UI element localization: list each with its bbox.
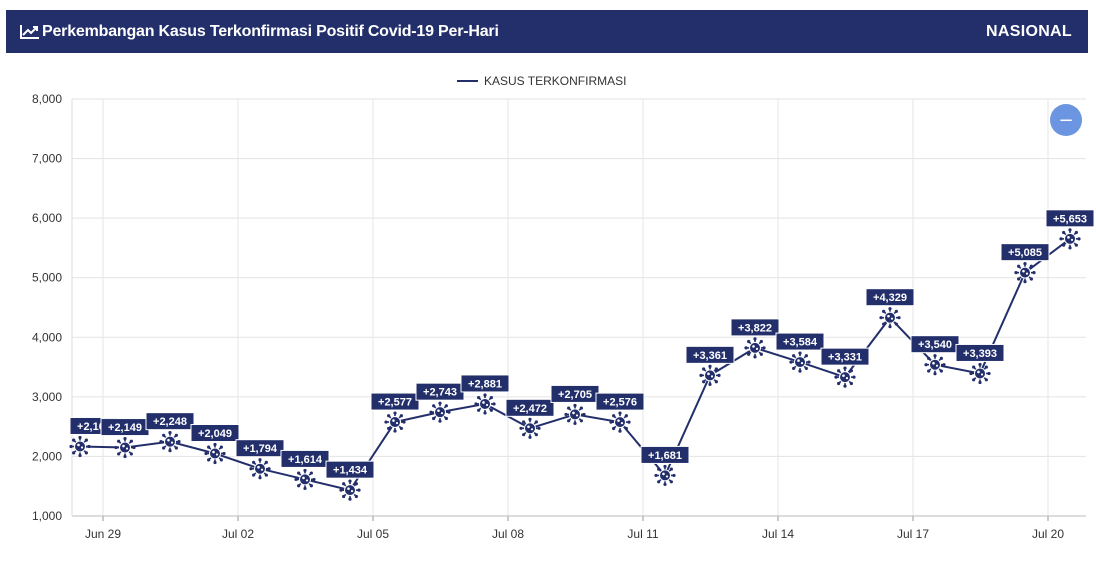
data-label: +1,434 (325, 460, 375, 479)
y-tick-label: 2,000 (32, 449, 62, 463)
data-label-text: +2,472 (513, 403, 547, 415)
y-tick-label: 5,000 (32, 271, 62, 285)
data-label: +3,361 (685, 345, 735, 364)
data-label: +5,085 (1000, 243, 1050, 262)
virus-marker-icon[interactable] (1059, 228, 1081, 250)
data-label: +2,248 (145, 412, 195, 431)
x-tick-label: Jul 08 (492, 527, 524, 541)
virus-marker-icon[interactable] (969, 362, 991, 385)
data-label-text: +4,329 (873, 292, 907, 304)
virus-marker-icon[interactable] (1014, 262, 1036, 284)
virus-marker-icon[interactable] (879, 307, 901, 329)
data-label-text: +1,681 (648, 450, 682, 462)
virus-marker-icon[interactable] (69, 435, 91, 458)
virus-marker-icon[interactable] (339, 479, 361, 501)
virus-marker-icon[interactable] (204, 442, 226, 465)
data-label: +5,653 (1045, 209, 1095, 228)
legend: KASUS TERKONFIRMASI (457, 74, 626, 88)
chart-title: Perkembangan Kasus Terkonfirmasi Positif… (42, 22, 499, 40)
x-tick-label: Jul 05 (357, 527, 389, 541)
virus-marker-icon[interactable] (249, 458, 271, 480)
data-label: +2,881 (460, 374, 510, 393)
data-label: +3,393 (955, 343, 1005, 362)
x-tick-label: Jul 14 (762, 527, 794, 541)
data-label-text: +2,881 (468, 378, 502, 390)
data-label-text: +2,705 (558, 389, 592, 401)
virus-marker-icon[interactable] (384, 411, 406, 433)
data-label-text: +3,361 (693, 350, 727, 362)
line-chart-icon (20, 24, 39, 39)
zoom-out-icon[interactable]: − (1058, 110, 1073, 131)
data-label: +1,681 (640, 445, 690, 464)
chart-area: 1,000 2,000 3,000 4,000 5,000 6,000 7,000 8,000… (0, 60, 1096, 558)
data-label: +3,540 (910, 335, 960, 354)
data-label-text: +2,248 (153, 416, 187, 428)
data-label-text: +2,577 (378, 397, 412, 409)
y-tick-label: 6,000 (32, 211, 62, 225)
data-label-text: +3,331 (828, 352, 862, 364)
data-label: +1,614 (280, 449, 330, 468)
data-label-text: +1,434 (333, 465, 368, 477)
y-tick-label: 8,000 (32, 92, 62, 106)
chart-header: Perkembangan Kasus Terkonfirmasi Positif… (6, 10, 1088, 53)
x-tick-label: Jul 17 (897, 527, 929, 541)
data-label-text: +2,049 (198, 428, 232, 440)
x-tick-label: Jul 11 (627, 527, 658, 541)
virus-marker-icon[interactable] (609, 411, 631, 433)
data-label: +3,331 (820, 347, 870, 366)
data-label: +3,822 (730, 318, 780, 337)
data-label: +2,577 (370, 392, 420, 411)
data-label-text: +3,540 (918, 339, 952, 351)
legend-label: KASUS TERKONFIRMASI (484, 74, 626, 88)
data-label-text: +2,149 (108, 422, 142, 434)
zoom-out-button[interactable]: − (1050, 104, 1082, 136)
data-label-text: +1,614 (288, 454, 323, 466)
virus-marker-icon[interactable] (429, 401, 451, 423)
series-line (79, 238, 1071, 492)
virus-marker-icon[interactable] (654, 464, 676, 487)
data-label: +3,584 (775, 332, 825, 351)
x-tick-label: Jun 29 (85, 527, 121, 541)
y-tick-label: 4,000 (32, 330, 62, 344)
virus-marker-icon[interactable] (159, 431, 181, 453)
data-label: +2,743 (415, 382, 465, 401)
scope-label: NASIONAL (986, 22, 1072, 40)
x-tick-label: Jul 20 (1032, 527, 1064, 541)
data-label-text: +1,794 (243, 443, 278, 455)
data-label: +1,794 (235, 439, 285, 458)
virus-marker-icon[interactable] (114, 436, 136, 459)
data-label: +2,472 (505, 398, 555, 417)
data-label-text: +5,653 (1053, 213, 1087, 225)
virus-marker-icon[interactable] (789, 351, 811, 373)
virus-marker-icon[interactable] (924, 354, 946, 376)
data-label-text: +3,393 (963, 348, 997, 360)
data-label-text: +2,576 (603, 397, 637, 409)
virus-marker-icon[interactable] (564, 403, 586, 426)
data-label: +2,705 (550, 384, 600, 403)
data-label-text: +3,822 (738, 322, 772, 334)
title-group: Perkembangan Kasus Terkonfirmasi Positif… (20, 23, 499, 41)
data-label-text: +5,085 (1008, 247, 1042, 259)
virus-marker-icon[interactable] (699, 364, 721, 386)
y-tick-label: 1,000 (32, 509, 62, 523)
y-tick-label: 7,000 (32, 152, 62, 166)
data-label-text: +3,584 (783, 337, 818, 349)
virus-marker-icon[interactable] (744, 337, 766, 359)
data-label: +4,329 (865, 288, 915, 307)
virus-marker-icon[interactable] (834, 366, 856, 388)
data-label: +2,576 (595, 392, 645, 411)
data-label: +2,049 (190, 424, 240, 443)
virus-marker-icon[interactable] (474, 393, 496, 415)
virus-marker-icon[interactable] (519, 417, 541, 439)
x-tick-label: Jul 02 (222, 527, 254, 541)
line-chart: 1,000 2,000 3,000 4,000 5,000 6,000 7,000 8,000… (32, 74, 1095, 541)
data-label: +2,149 (100, 418, 150, 437)
virus-marker-icon[interactable] (294, 468, 316, 491)
y-tick-label: 3,000 (32, 390, 62, 404)
data-label-text: +2,743 (423, 387, 457, 399)
